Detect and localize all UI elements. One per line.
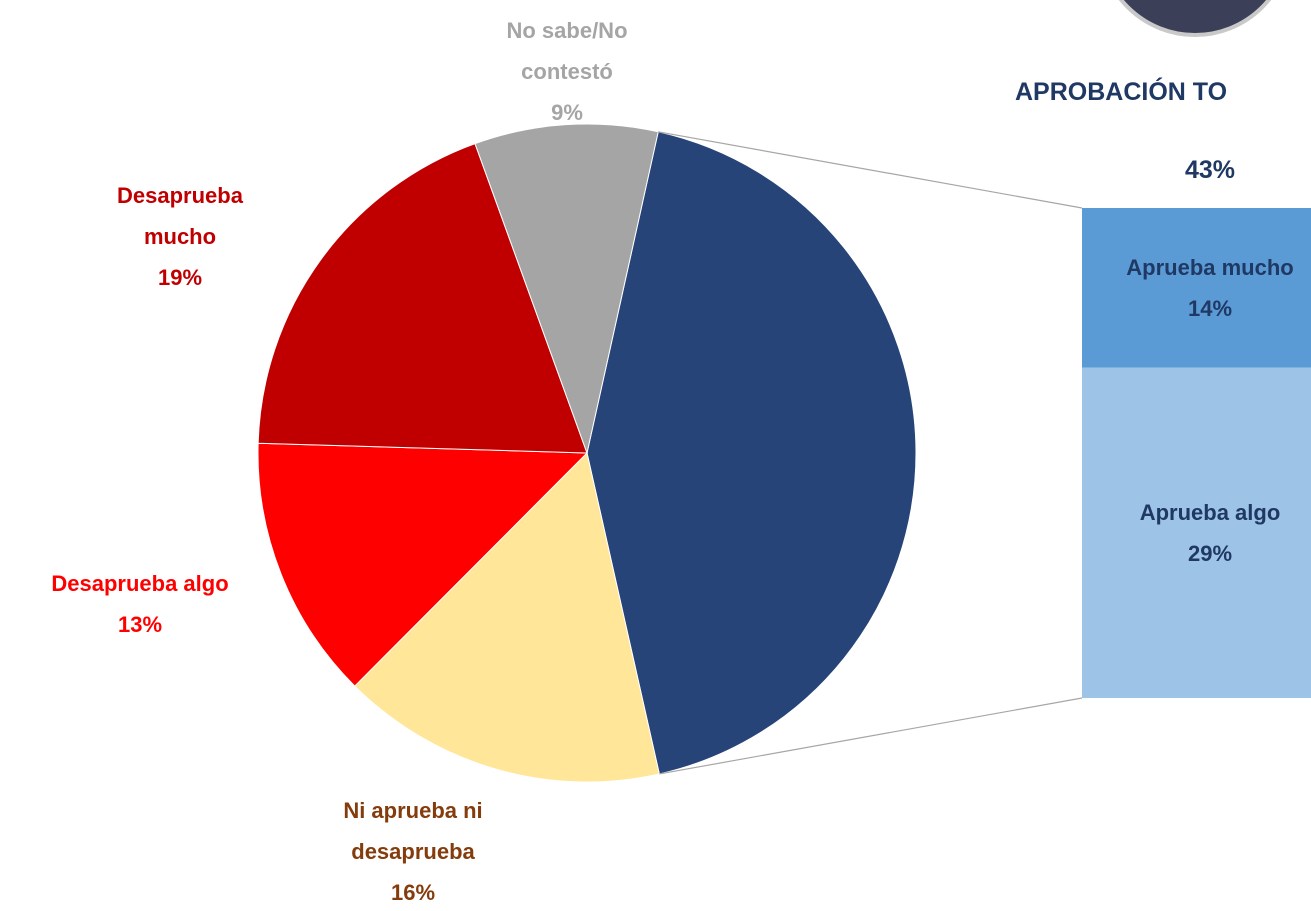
- bar-label: Aprueba mucho: [1126, 254, 1294, 280]
- bar-value-label: 29%: [1187, 540, 1233, 566]
- pie-slice: [354, 452, 660, 783]
- slice-label: Desaprueba algo: [51, 571, 229, 596]
- slice-label: Desaprueba mucho: [117, 183, 243, 249]
- connector-line: [658, 131, 1083, 209]
- approval-title: APROBACIÓN TO: [1015, 78, 1228, 106]
- approval-value: 43%: [1184, 156, 1236, 184]
- slice-value-label: 16%: [390, 880, 436, 905]
- slice-label: Ni aprueba ni desaprueba: [343, 798, 483, 864]
- pie-slice: [586, 131, 917, 775]
- slice-value-label: 13%: [117, 612, 163, 637]
- pie-slice: [474, 123, 659, 455]
- slice-value-label: 19%: [157, 265, 203, 290]
- portrait-photo: [1118, 0, 1272, 37]
- slice-label: No sabe/No contestó: [506, 18, 628, 84]
- pie-slice: [257, 143, 588, 454]
- bar-label: Aprueba algo: [1139, 499, 1281, 525]
- bar-segment: [1082, 208, 1311, 368]
- pie-slice: [257, 442, 589, 687]
- connector-line: [659, 697, 1083, 775]
- bar-segment: [1082, 367, 1311, 698]
- slice-value-label: 9%: [551, 100, 583, 125]
- bar-value-label: 14%: [1187, 295, 1233, 321]
